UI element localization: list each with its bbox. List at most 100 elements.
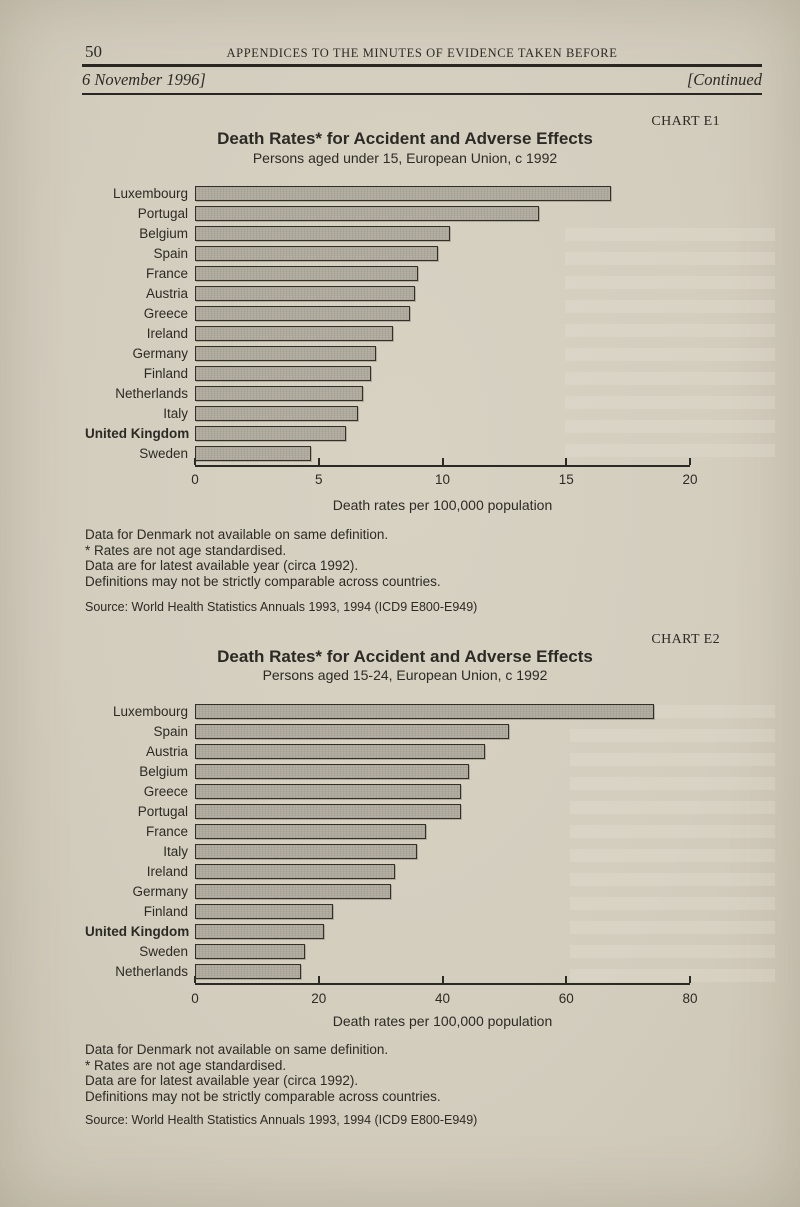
category-label: Portugal bbox=[137, 803, 188, 819]
category-label: Greece bbox=[143, 783, 188, 799]
bar-row: Ireland bbox=[85, 323, 725, 343]
chart-e1-x-axis bbox=[194, 456, 691, 467]
chart-e2-bars: Luxembourg Spain Austria Belgium Greece Portu… bbox=[85, 701, 725, 981]
bar bbox=[195, 325, 393, 341]
running-header: APPENDICES TO THE MINUTES OF EVIDENCE TA… bbox=[226, 46, 618, 60]
bar bbox=[195, 365, 371, 381]
bar-row: Sweden bbox=[85, 941, 725, 961]
bar-track bbox=[195, 385, 690, 401]
bar-track bbox=[195, 883, 690, 899]
bar-row: Netherlands bbox=[85, 383, 725, 403]
bar-track bbox=[195, 703, 690, 719]
category-label: Austria bbox=[145, 285, 188, 301]
bar-track bbox=[195, 723, 690, 739]
bar-row: Spain bbox=[85, 243, 725, 263]
bar-track bbox=[195, 783, 690, 799]
chart-e1-source: Source: World Health Statistics Annuals … bbox=[85, 600, 478, 614]
chart-e2-tag: CHART E2 bbox=[651, 632, 720, 647]
bar bbox=[195, 385, 364, 401]
chart-e2-notes: Data for Denmark not available on same d… bbox=[85, 1042, 441, 1104]
x-tick-mark bbox=[194, 458, 196, 465]
bar-track bbox=[195, 923, 690, 939]
category-label: Ireland bbox=[146, 325, 188, 341]
chart-e1-bars: Luxembourg Portugal Belgium Spain France Aust… bbox=[85, 183, 725, 463]
note-line: Data for Denmark not available on same d… bbox=[85, 1042, 389, 1057]
bar-track bbox=[195, 325, 690, 341]
bar-row: Italy bbox=[85, 841, 725, 861]
category-label: Belgium bbox=[139, 225, 188, 241]
category-label: Netherlands bbox=[115, 963, 188, 979]
x-tick-mark bbox=[565, 458, 568, 465]
bar bbox=[195, 763, 470, 779]
category-label: Sweden bbox=[139, 943, 188, 959]
category-label: United Kingdom bbox=[85, 923, 190, 939]
chart-e2-x-axis bbox=[194, 974, 691, 985]
x-tick-mark bbox=[441, 458, 444, 465]
bar bbox=[195, 863, 396, 879]
bar-row: Greece bbox=[85, 303, 725, 323]
bar bbox=[195, 305, 411, 321]
x-tick-mark bbox=[317, 976, 320, 983]
x-tick-mark bbox=[194, 976, 196, 983]
bar bbox=[195, 245, 438, 261]
x-tick-label: 10 bbox=[434, 472, 451, 487]
category-label: Belgium bbox=[139, 763, 188, 779]
chart-e2-x-axis-label: Death rates per 100,000 population bbox=[332, 1013, 553, 1029]
x-tick-mark bbox=[565, 976, 568, 983]
bar-track bbox=[195, 763, 690, 779]
note-line: Definitions may not be strictly comparab… bbox=[85, 573, 441, 589]
chart-e1-subtitle: Persons aged under 15, European Union, c… bbox=[252, 150, 558, 166]
chart-e1-x-axis-label: Death rates per 100,000 population bbox=[332, 497, 553, 513]
bar-track bbox=[195, 365, 690, 381]
x-tick-label: 80 bbox=[682, 991, 698, 1006]
chart-e1-tag: CHART E1 bbox=[651, 114, 720, 129]
bar-track bbox=[195, 405, 690, 421]
bar-track bbox=[195, 185, 690, 201]
category-label: Germany bbox=[132, 883, 188, 899]
bar-row: Belgium bbox=[85, 761, 725, 781]
bar-row: Portugal bbox=[85, 801, 725, 821]
category-label: Italy bbox=[163, 405, 188, 421]
bar bbox=[195, 425, 346, 441]
bar-row: Portugal bbox=[85, 203, 725, 223]
bar bbox=[195, 285, 416, 301]
note-line: Data for Denmark not available on same d… bbox=[85, 527, 389, 542]
bar bbox=[195, 445, 312, 461]
x-tick-mark bbox=[689, 458, 691, 465]
bar bbox=[195, 843, 417, 859]
category-label: United Kingdom bbox=[85, 425, 190, 441]
bar-track bbox=[195, 285, 690, 301]
note-line: Data are for latest available year (circ… bbox=[85, 558, 359, 573]
bar-row: Greece bbox=[85, 781, 725, 801]
bar-row: Germany bbox=[85, 881, 725, 901]
category-label: Italy bbox=[163, 843, 188, 859]
chart-e2-x-tick-labels: 0 20 40 60 80 bbox=[191, 991, 697, 1007]
x-tick-label: 20 bbox=[311, 991, 327, 1006]
note-line: * Rates are not age standardised. bbox=[85, 542, 287, 558]
note-line: Definitions may not be strictly comparab… bbox=[85, 1088, 441, 1104]
bar bbox=[195, 823, 426, 839]
bar-track bbox=[195, 863, 690, 879]
x-tick-label: 20 bbox=[682, 472, 698, 487]
bar-track bbox=[195, 943, 690, 959]
category-label: Austria bbox=[145, 743, 188, 759]
bar bbox=[195, 345, 376, 361]
bar bbox=[195, 185, 611, 201]
bar-track bbox=[195, 843, 690, 859]
x-tick-label: 5 bbox=[314, 472, 323, 487]
category-label: Portugal bbox=[137, 205, 188, 221]
category-label: Spain bbox=[153, 245, 188, 261]
bar bbox=[195, 205, 540, 221]
chart-e1-notes: Data for Denmark not available on same d… bbox=[85, 527, 441, 589]
bar bbox=[195, 743, 486, 759]
bar-row: United Kingdom bbox=[85, 423, 725, 443]
bar-track bbox=[195, 205, 690, 221]
chart-e1-title: Death Rates* for Accident and Adverse Ef… bbox=[217, 129, 593, 148]
bar-row: Belgium bbox=[85, 223, 725, 243]
x-tick-mark bbox=[441, 976, 444, 983]
bar-row: Spain bbox=[85, 721, 725, 741]
category-label: Finland bbox=[143, 365, 188, 381]
bar-row: Germany bbox=[85, 343, 725, 363]
chart-e1-x-tick-labels: 0 5 10 15 20 bbox=[191, 472, 697, 488]
